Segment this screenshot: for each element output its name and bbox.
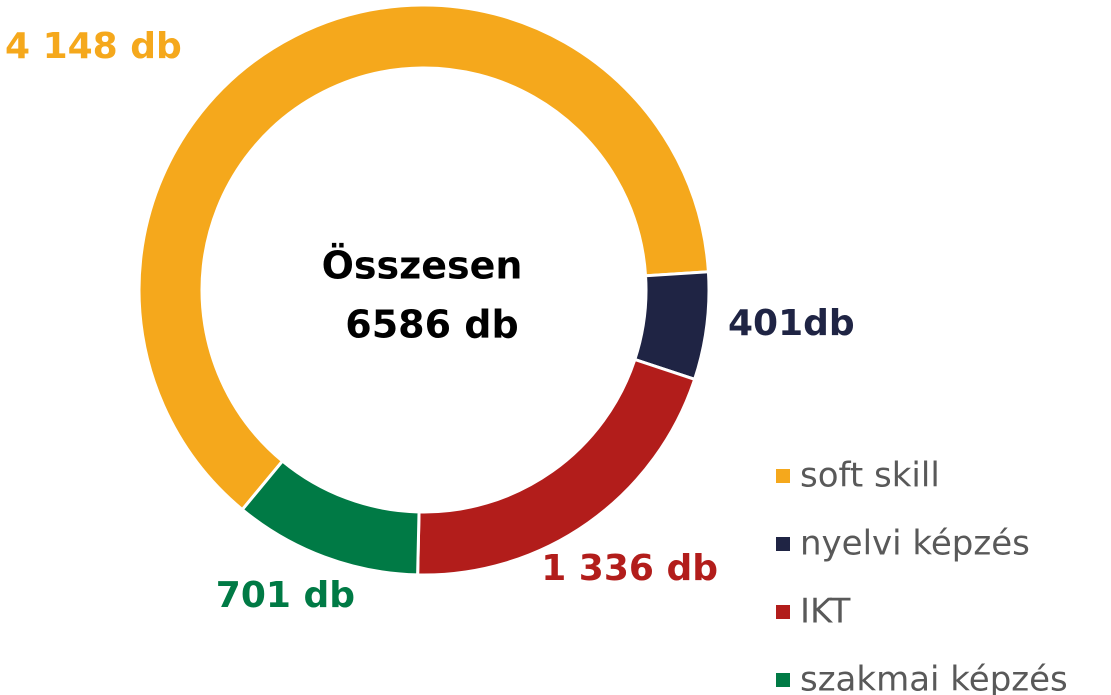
- legend-label: szakmai képzés: [800, 660, 1068, 695]
- legend-swatch: [776, 673, 790, 687]
- value-label: 401db: [728, 303, 855, 344]
- legend-swatch: [776, 469, 790, 483]
- legend-swatch: [776, 537, 790, 551]
- value-label: 701 db: [216, 575, 355, 616]
- value-label: 4 148 db: [5, 26, 182, 67]
- donut-slice: [416, 357, 697, 577]
- center-text: 6586 db: [345, 303, 518, 347]
- center-text: Összesen: [322, 244, 523, 288]
- value-label: 1 336 db: [541, 548, 718, 589]
- legend-swatch: [776, 605, 790, 619]
- legend-label: nyelvi képzés: [800, 524, 1030, 564]
- legend-label: IKT: [800, 592, 851, 632]
- donut-slice: [240, 458, 421, 577]
- donut-slice: [137, 3, 711, 512]
- legend-label: soft skill: [800, 456, 940, 496]
